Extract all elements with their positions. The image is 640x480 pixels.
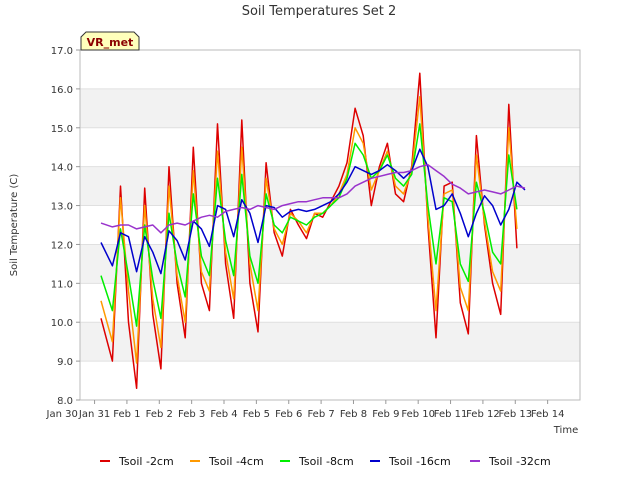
series-line-tsoil-16cm	[100, 148, 526, 275]
chart-title: Soil Temperatures Set 2	[242, 4, 397, 19]
y-tick-label: 11.0	[51, 279, 73, 290]
y-tick-label: 16.0	[51, 85, 73, 96]
x-tick-label: Feb 10	[401, 409, 435, 420]
plot-band	[80, 205, 580, 245]
series-lines	[100, 72, 526, 390]
legend-label: Tsoil -4cm	[208, 455, 264, 468]
y-tick-label: 9.0	[57, 357, 73, 368]
x-tick-label: Feb 6	[275, 409, 302, 420]
y-tick-label: 15.0	[51, 124, 73, 135]
y-axis-ticks: 8.0 9.0 10.0 11.0 12.0 13.0 14.0 15.0 16.0 17.0	[51, 46, 80, 407]
plot-band	[80, 127, 580, 167]
x-axis-label: Time	[553, 425, 578, 436]
plot-band	[80, 322, 580, 362]
x-tick-label: Feb 5	[243, 409, 270, 420]
plot-band	[80, 361, 580, 400]
legend-label: Tsoil -32cm	[488, 455, 551, 468]
x-tick-label: Jan 31	[78, 409, 110, 420]
legend: Tsoil -2cm Tsoil -4cm Tsoil -8cm Tsoil -16c…	[100, 455, 551, 468]
series-line-tsoil-4cm	[100, 95, 518, 364]
y-tick-label: 13.0	[51, 202, 73, 213]
x-tick-label: Feb 8	[340, 409, 367, 420]
x-tick-label: Feb 1	[113, 409, 140, 420]
x-tick-label: Feb 12	[466, 409, 500, 420]
x-tick-label: Feb 13	[498, 409, 532, 420]
x-tick-label: Feb 9	[372, 409, 399, 420]
x-axis-ticks: Jan 30 Jan 31 Feb 1 Feb 2 Feb 3 Feb 4 Feb 5 Feb…	[46, 400, 565, 420]
legend-label: Tsoil -2cm	[118, 455, 174, 468]
x-tick-label: Feb 11	[434, 409, 468, 420]
plot-frame	[79, 49, 581, 401]
y-axis-label: Soil Temperature (C)	[9, 174, 20, 277]
x-tick-label: Feb 4	[210, 409, 237, 420]
y-tick-label: 17.0	[51, 46, 73, 57]
series-line-tsoil-32cm	[100, 163, 526, 234]
legend-label: Tsoil -8cm	[298, 455, 354, 468]
station-badge-shape	[80, 31, 140, 51]
station-badge: VR_met	[80, 31, 140, 51]
plot-band	[80, 50, 580, 89]
x-tick-label: Jan 30	[46, 409, 78, 420]
x-tick-label: Feb 3	[178, 409, 205, 420]
y-tick-label: 8.0	[57, 396, 73, 407]
legend-label: Tsoil -16cm	[388, 455, 451, 468]
y-tick-label: 10.0	[51, 318, 73, 329]
y-tick-label: 14.0	[51, 163, 73, 174]
plot-band	[80, 166, 580, 206]
station-badge-label: VR_met	[87, 36, 134, 49]
plot-background	[80, 50, 580, 400]
plot-band	[80, 88, 580, 128]
x-tick-label: Feb 14	[531, 409, 565, 420]
x-tick-label: Feb 7	[307, 409, 334, 420]
plot-band	[80, 244, 580, 284]
y-tick-label: 12.0	[51, 240, 73, 251]
x-tick-label: Feb 2	[146, 409, 173, 420]
